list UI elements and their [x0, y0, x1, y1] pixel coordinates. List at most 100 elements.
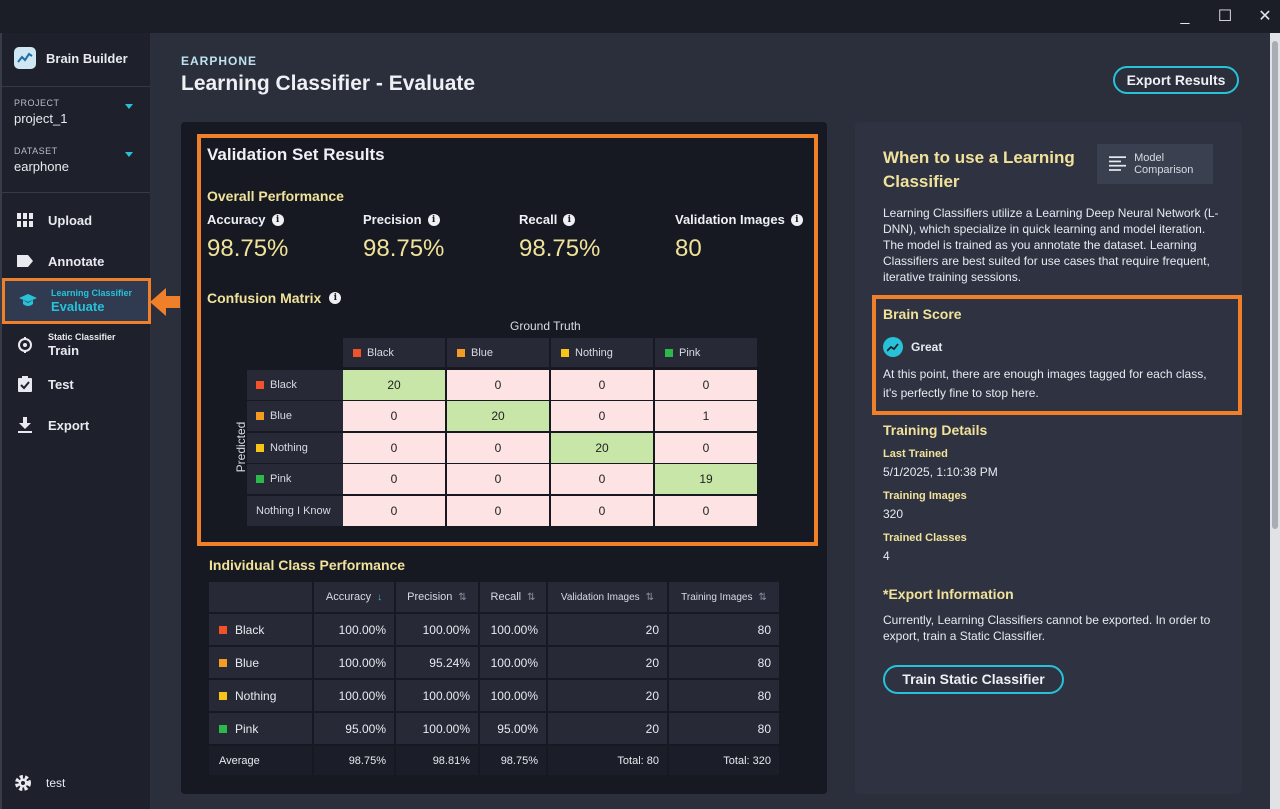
- table-cell: 100.00%: [314, 614, 394, 645]
- table-cell: 100.00%: [480, 647, 546, 678]
- column-header: [209, 582, 312, 612]
- cell-value: 100.00%: [338, 655, 386, 670]
- info-icon[interactable]: i: [329, 292, 342, 304]
- page-title: Learning Classifier - Evaluate: [181, 72, 476, 95]
- last-trained-value: 5/1/2025, 1:10:38 PM: [883, 465, 998, 479]
- table-cell: 80: [669, 713, 779, 744]
- class-label: Nothing: [575, 346, 613, 359]
- brand[interactable]: Brain Builder: [14, 47, 128, 69]
- table-cell: 80: [669, 647, 779, 678]
- color-swatch: [353, 348, 361, 357]
- table-cell: 100.00%: [314, 680, 394, 711]
- matrix-cell: 1: [655, 401, 757, 431]
- matrix-cell: 0: [447, 433, 549, 463]
- matrix-column-header: Nothing: [551, 338, 653, 367]
- metric-validation-images: Validation Images i 80: [675, 212, 803, 263]
- metric-label: Accuracy: [207, 212, 266, 227]
- settings-user[interactable]: test: [14, 774, 65, 792]
- tag-icon: [16, 252, 34, 270]
- matrix-row-header: Black: [247, 370, 343, 400]
- metric-recall: Recall i 98.75%: [519, 212, 600, 263]
- color-swatch: [256, 444, 264, 452]
- individual-class-title: Individual Class Performance: [209, 557, 406, 573]
- nav-upload[interactable]: Upload: [2, 202, 150, 238]
- graduation-cap-icon: [19, 292, 37, 310]
- maximize-button[interactable]: ☐: [1217, 8, 1233, 25]
- cell-value: 80: [757, 622, 771, 637]
- column-header-label: Validation Images: [560, 591, 640, 603]
- metric-label: Precision: [363, 212, 422, 227]
- minimize-button[interactable]: _: [1180, 8, 1190, 25]
- nav-test[interactable]: Test: [2, 366, 150, 402]
- class-label: Nothing: [270, 442, 308, 454]
- nav-evaluate[interactable]: Learning Classifier Evaluate: [2, 278, 151, 324]
- sort-down-icon: ↓: [377, 591, 383, 603]
- nav-annotate[interactable]: Annotate: [2, 243, 150, 279]
- matrix-row-header: Blue: [247, 401, 343, 431]
- info-icon[interactable]: i: [427, 213, 440, 226]
- dataset-label: DATASET: [14, 146, 58, 156]
- project-value: project_1: [14, 111, 68, 126]
- metric-label: Recall: [519, 212, 558, 227]
- project-select[interactable]: PROJECT project_1: [14, 98, 139, 126]
- column-header[interactable]: Accuracy ↓: [314, 582, 394, 612]
- user-name: test: [46, 776, 66, 790]
- model-comparison-button[interactable]: Model Comparison: [1097, 144, 1213, 184]
- nav-export[interactable]: Export: [2, 407, 150, 443]
- column-header[interactable]: Validation Images ⇅: [548, 582, 667, 612]
- cell-value: 100.00%: [338, 622, 386, 637]
- table-cell: 20: [548, 614, 667, 645]
- cell-value: 100.00%: [422, 721, 470, 736]
- scrollbar-thumb[interactable]: [1272, 41, 1278, 529]
- export-results-button[interactable]: Export Results: [1113, 66, 1239, 94]
- matrix-cell: 19: [655, 464, 757, 494]
- training-images-label: Training Images: [883, 490, 967, 502]
- clipboard-check-icon: [16, 375, 34, 393]
- confusion-matrix-title: Confusion Matrix i: [207, 290, 342, 306]
- matrix-cell: 0: [447, 464, 549, 494]
- color-swatch: [219, 625, 227, 634]
- column-header[interactable]: Recall ⇅: [480, 582, 546, 612]
- cell-value: Nothing: [235, 688, 277, 703]
- matrix-cell: 0: [551, 496, 653, 526]
- column-header-label: Precision: [407, 591, 453, 603]
- info-icon[interactable]: i: [271, 213, 284, 226]
- close-button[interactable]: ✕: [1258, 8, 1272, 25]
- matrix-cell: 0: [551, 370, 653, 400]
- scrollbar[interactable]: [1270, 33, 1280, 809]
- matrix-cell: 20: [447, 401, 549, 431]
- column-header[interactable]: Training Images ⇅: [669, 582, 779, 612]
- model-comparison-label: Model Comparison: [1134, 152, 1194, 176]
- nav-train-label: Train: [48, 343, 80, 358]
- cell-value: Black: [235, 622, 265, 637]
- training-details-title: Training Details: [883, 422, 988, 438]
- sort-icon: ⇅: [527, 591, 536, 603]
- matrix-cell: 0: [343, 401, 445, 431]
- average-cell: Total: 320: [669, 746, 779, 775]
- breadcrumb: EARPHONE: [181, 54, 258, 68]
- row-class-name: Pink: [209, 713, 312, 744]
- validation-title: Validation Set Results: [207, 145, 385, 164]
- ground-truth-label: Ground Truth: [510, 319, 581, 333]
- matrix-cell: 0: [343, 496, 445, 526]
- cell-value: 100.00%: [338, 688, 386, 703]
- matrix-cell: 20: [551, 433, 653, 463]
- train-static-classifier-button[interactable]: Train Static Classifier: [883, 665, 1064, 694]
- table-cell: 80: [669, 680, 779, 711]
- matrix-cell: 0: [655, 433, 757, 463]
- metric-label: Validation Images: [675, 212, 785, 227]
- info-icon[interactable]: i: [563, 213, 576, 226]
- column-header[interactable]: Precision ⇅: [396, 582, 478, 612]
- cell-value: 20: [645, 688, 659, 703]
- matrix-cell: 0: [551, 401, 653, 431]
- cell-value: 95.00%: [497, 721, 538, 736]
- project-label: PROJECT: [14, 98, 60, 108]
- info-icon[interactable]: i: [790, 213, 803, 226]
- sort-icon: ⇅: [458, 591, 467, 603]
- training-images-value: 320: [883, 507, 904, 521]
- cell-value: 98.75%: [348, 754, 386, 767]
- cell-value: Average: [219, 754, 260, 767]
- dataset-select[interactable]: DATASET earphone: [14, 146, 139, 174]
- divider: [2, 86, 150, 87]
- nav-train[interactable]: Static Classifier Train: [2, 325, 150, 365]
